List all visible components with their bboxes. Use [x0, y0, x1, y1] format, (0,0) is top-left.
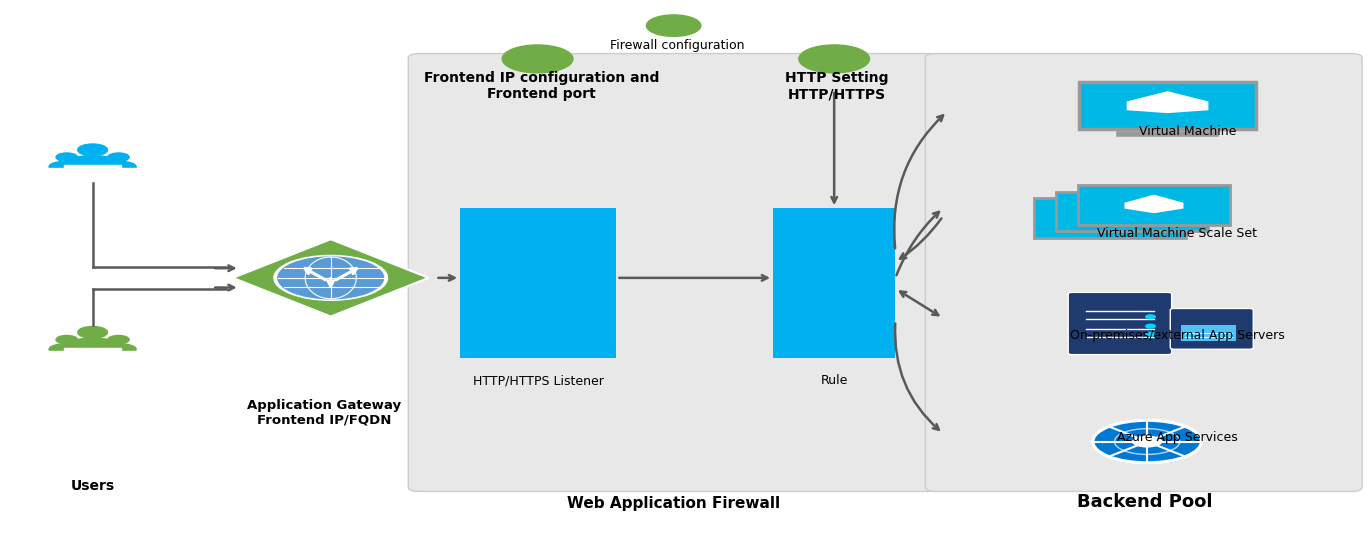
FancyBboxPatch shape	[1035, 198, 1187, 238]
Text: Users: Users	[71, 479, 115, 493]
Text: Azure App Services: Azure App Services	[1117, 431, 1238, 444]
Text: Firewall configuration: Firewall configuration	[611, 39, 745, 52]
Circle shape	[56, 336, 78, 344]
Polygon shape	[1102, 201, 1162, 220]
Text: HTTP/HTTPS Listener: HTTP/HTTPS Listener	[472, 374, 604, 387]
Circle shape	[502, 45, 572, 73]
Text: Virtual Machine: Virtual Machine	[1139, 125, 1236, 138]
FancyBboxPatch shape	[408, 53, 941, 492]
Ellipse shape	[68, 155, 118, 171]
Circle shape	[1146, 332, 1155, 336]
FancyBboxPatch shape	[1170, 308, 1253, 349]
Circle shape	[78, 326, 108, 338]
Circle shape	[108, 336, 129, 344]
Circle shape	[1146, 324, 1155, 328]
Circle shape	[798, 45, 869, 73]
Circle shape	[1092, 420, 1202, 463]
FancyBboxPatch shape	[1057, 191, 1207, 232]
Bar	[64, 348, 120, 354]
Polygon shape	[1082, 208, 1140, 226]
Circle shape	[1146, 315, 1155, 319]
FancyBboxPatch shape	[925, 53, 1362, 492]
Text: Virtual Machine Scale Set: Virtual Machine Scale Set	[1097, 227, 1257, 240]
Bar	[773, 208, 895, 359]
FancyBboxPatch shape	[1079, 82, 1255, 129]
Ellipse shape	[49, 161, 85, 172]
Polygon shape	[1127, 91, 1209, 113]
Circle shape	[56, 153, 78, 161]
Polygon shape	[233, 239, 428, 317]
FancyBboxPatch shape	[1077, 185, 1229, 225]
Circle shape	[108, 153, 129, 161]
Ellipse shape	[68, 338, 118, 353]
Text: HTTP Setting
HTTP/HTTPS: HTTP Setting HTTP/HTTPS	[786, 71, 888, 101]
Ellipse shape	[49, 344, 85, 355]
Bar	[1181, 325, 1236, 341]
Circle shape	[78, 144, 108, 156]
Bar	[47, 168, 88, 173]
FancyBboxPatch shape	[1068, 292, 1172, 355]
Text: Rule: Rule	[820, 374, 847, 387]
Circle shape	[646, 15, 701, 37]
Bar	[47, 350, 88, 355]
Bar	[460, 208, 616, 359]
Circle shape	[278, 257, 383, 299]
Text: Application Gateway
Frontend IP/FQDN: Application Gateway Frontend IP/FQDN	[246, 398, 401, 427]
Ellipse shape	[101, 344, 136, 355]
Bar	[64, 165, 120, 171]
Ellipse shape	[101, 161, 136, 172]
Circle shape	[1132, 435, 1162, 447]
Circle shape	[274, 256, 387, 300]
Bar	[99, 350, 138, 355]
Polygon shape	[1124, 195, 1183, 213]
Text: On-premises/external App Servers: On-premises/external App Servers	[1069, 329, 1284, 342]
Text: Backend Pool: Backend Pool	[1076, 493, 1212, 511]
Text: Frontend IP configuration and
Frontend port: Frontend IP configuration and Frontend p…	[424, 71, 660, 101]
Bar	[99, 168, 138, 173]
Text: Web Application Firewall: Web Application Firewall	[567, 496, 780, 511]
